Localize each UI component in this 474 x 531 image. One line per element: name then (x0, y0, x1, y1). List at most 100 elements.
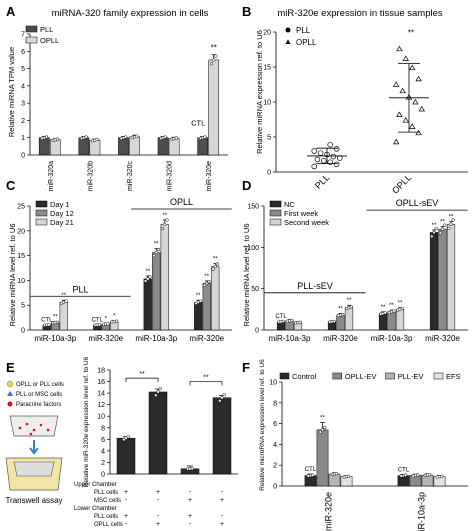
x-tick-label-d: miR-10a-3p (371, 334, 413, 343)
data-point-b (415, 129, 422, 136)
data-point-c (55, 320, 60, 324)
dish-dots (18, 422, 50, 436)
x-tick-label-c: miR-10a-3p (34, 334, 76, 343)
ylabel-a: Relative miRNA TPM value (7, 47, 16, 137)
data-point-b (317, 150, 324, 156)
axes-b: 0 5 10 15 20 (263, 30, 468, 177)
ctl-label-a: CTL (191, 119, 205, 128)
bar-a (157, 137, 169, 156)
annotation-f: CTL (305, 467, 317, 473)
data-point-f (404, 473, 408, 477)
data-point-c (97, 323, 102, 327)
legend-label-a: PLL (40, 25, 53, 34)
table-cell-e: + (220, 497, 224, 504)
legend-label-c: Day 21 (50, 218, 74, 227)
bar-d (446, 223, 456, 331)
legend-swatch-f (332, 372, 343, 380)
legend-swatch-d (269, 200, 282, 208)
annotation-c: ** (213, 257, 218, 263)
data-point-c (215, 262, 220, 266)
annotation-c: CTL (41, 318, 53, 324)
x-tick-label-f: miR-10a-3p (417, 492, 427, 531)
legend-label-cells: OPLL or PLL cells (16, 382, 64, 388)
data-point-b (333, 146, 340, 152)
bar-d (336, 314, 345, 331)
data-point-d (430, 234, 434, 239)
annotation-c: * (113, 314, 116, 320)
ylabel-e: Relative miR-320e expression level ref. … (83, 356, 90, 487)
legend-label-f: OPLL-EV (345, 372, 377, 381)
panel-label-e: E (6, 360, 15, 375)
data-point-d (449, 222, 453, 226)
table-cell-e: + (188, 497, 192, 504)
y-tick-label-e: 12 (97, 402, 105, 409)
data-point-c (207, 279, 211, 284)
bar-d (344, 307, 354, 331)
legend-swatch-c (35, 218, 48, 226)
y-tick-label-e: 16 (97, 379, 105, 386)
data-point-e (154, 393, 158, 397)
data-point-d (349, 305, 353, 309)
annotation-d: ** (398, 301, 403, 307)
y-tick-label-d: 150 (247, 204, 259, 211)
sig-label-e: ** (203, 375, 209, 382)
transfer-arrow (29, 440, 39, 455)
data-point-c (64, 299, 68, 303)
table-cell-e: - (189, 489, 192, 496)
data-point-d (290, 318, 294, 323)
legend-marker-msc (7, 391, 13, 396)
x-tick-label-b: OPLL (390, 172, 413, 195)
bar-f (328, 473, 341, 487)
data-point-b (396, 111, 403, 117)
data-point-d (451, 218, 455, 222)
data-point-c (148, 275, 152, 279)
row-label-3: OPLL cells (94, 522, 123, 528)
bar-c (59, 301, 68, 331)
legend-marker-b (285, 39, 291, 44)
bar-a (78, 137, 90, 156)
annotation-d: ** (338, 306, 343, 312)
annotation-d: ** (389, 303, 394, 309)
data-point-d (432, 230, 436, 235)
data-point-f (323, 425, 327, 430)
group-label-d: PLL-sEV (297, 281, 333, 291)
data-point-a (44, 135, 49, 139)
data-point-f (320, 428, 325, 432)
y-tick-label-a: 0 (21, 153, 25, 160)
data-point-b (333, 161, 340, 168)
bar-c (202, 283, 211, 331)
bars-a: miR-320a miR-320b miR-320c miR-320d miR-320e… (38, 44, 220, 191)
y-tick-label-a: 1 (21, 135, 25, 142)
y-tick-label-a: 5 (21, 66, 25, 73)
legend-label-d: NC (284, 200, 295, 209)
data-point-b (418, 105, 426, 112)
legend-label-paracrine: Paracrine factors (16, 402, 61, 408)
annotation-d: CTL (275, 314, 287, 320)
annotation-d: ** (347, 298, 352, 304)
y-tick-label-a: 6 (21, 49, 25, 56)
data-point-c (202, 283, 207, 287)
legend-label-a: OPLL (40, 36, 59, 45)
data-point-b (330, 153, 337, 160)
group-label-c: OPLL (170, 197, 193, 207)
y-tick-label-a: 2 (21, 118, 25, 125)
data-point-b (408, 64, 416, 71)
legend-label-c: Day 1 (50, 200, 70, 209)
data-point-c (163, 222, 167, 227)
data-point-c (211, 267, 215, 271)
annotation-c: ** (145, 269, 150, 275)
y-tick-label-d: 0 (255, 328, 259, 335)
sig-label-a: ** (211, 44, 217, 53)
table-cell-e: - (189, 521, 192, 528)
bar-f (316, 429, 329, 487)
axes-f: 0 2 4 6 8 10 (269, 380, 468, 491)
panel-label-c: C (6, 178, 16, 193)
legend-label-f: Control (292, 372, 317, 381)
x-tick-label-a: miR-320b (87, 161, 94, 191)
x-tick-label-d: miR-10a-3p (269, 334, 311, 343)
table-cell-e: - (157, 497, 160, 504)
y-tick-label-f: 4 (273, 442, 277, 449)
table-cell-e: + (220, 521, 224, 528)
